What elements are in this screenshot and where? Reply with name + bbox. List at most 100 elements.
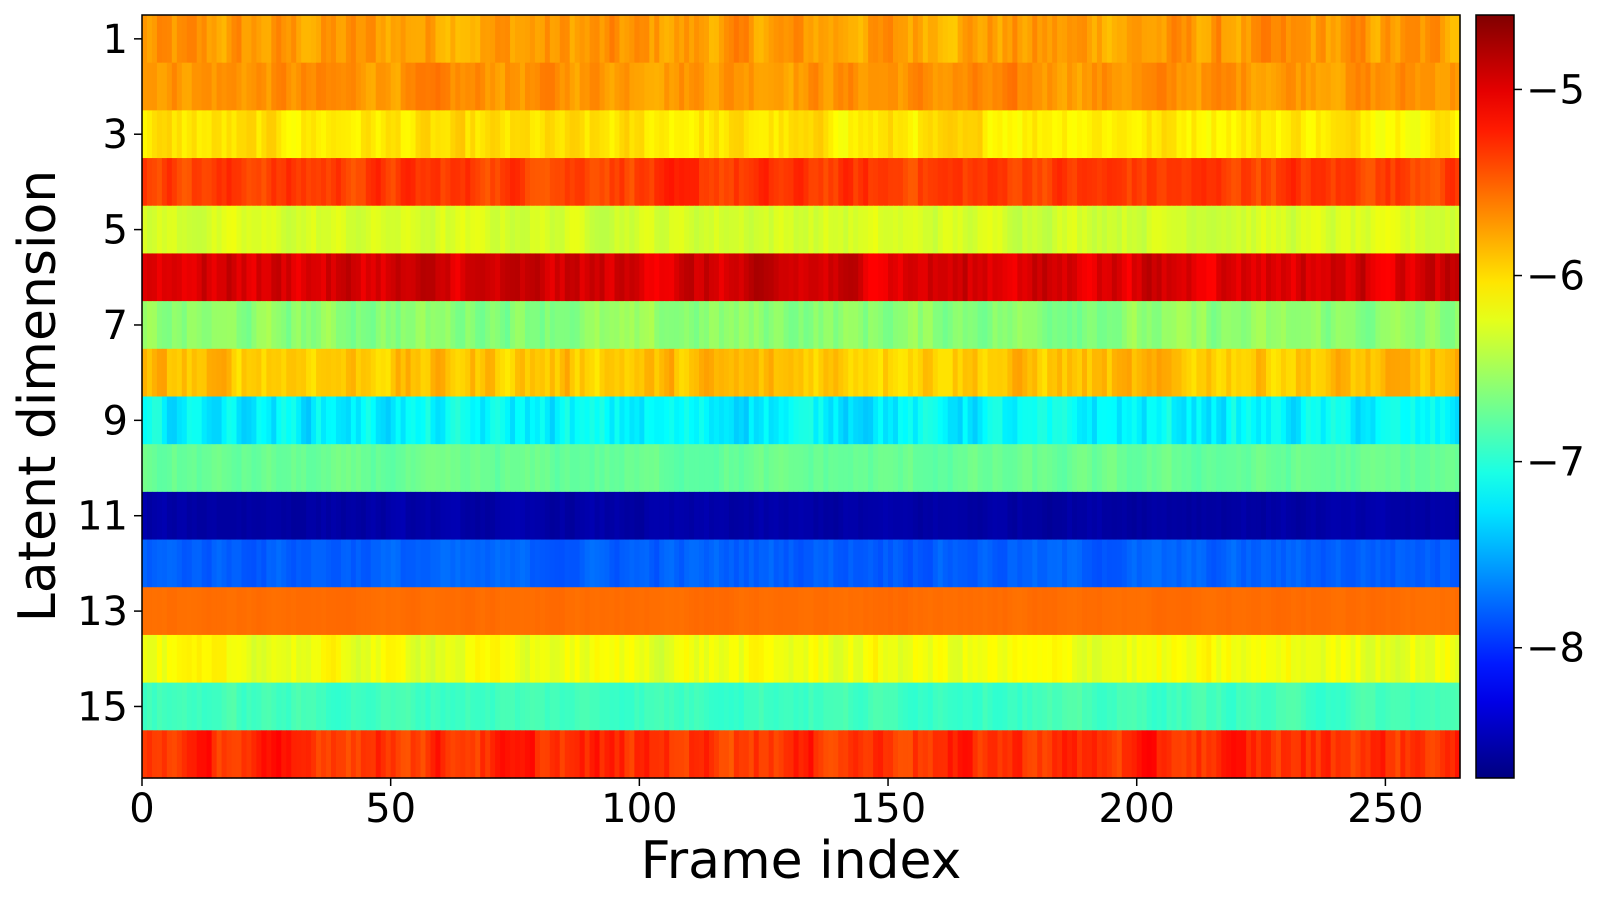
heatmap-cell: [286, 158, 292, 207]
heatmap-cell: [1091, 348, 1098, 398]
heatmap-cell: [1290, 158, 1297, 207]
y-tick-label: 13: [77, 589, 128, 635]
heatmap-cell: [629, 587, 635, 636]
heatmap-cell: [818, 253, 824, 302]
heatmap-cell: [1077, 491, 1083, 541]
heatmap-cell: [823, 587, 829, 636]
heatmap-cell: [1171, 348, 1178, 398]
heatmap-cell: [470, 587, 476, 636]
heatmap-cell: [1131, 730, 1138, 779]
heatmap-cell: [166, 158, 173, 207]
heatmap-cell: [529, 62, 536, 111]
heatmap-cell: [853, 396, 859, 445]
heatmap-cell: [335, 158, 342, 207]
heatmap-cell: [833, 253, 839, 302]
heatmap-cell: [783, 730, 790, 779]
heatmap-cell: [982, 634, 989, 684]
heatmap-cell: [768, 15, 775, 64]
heatmap-cell: [380, 587, 387, 636]
heatmap-cell: [609, 634, 616, 684]
heatmap-cell: [967, 253, 974, 302]
heatmap-cell: [1072, 158, 1078, 207]
heatmap-cell: [1390, 205, 1396, 255]
heatmap-cell: [1440, 253, 1446, 302]
heatmap-cell: [743, 62, 750, 111]
heatmap-cell: [316, 539, 322, 588]
heatmap-cell: [594, 110, 601, 159]
heatmap-cell: [1012, 301, 1018, 350]
heatmap-cell: [788, 110, 795, 159]
heatmap-cell: [1201, 301, 1207, 350]
heatmap-cell: [922, 301, 929, 350]
heatmap-cell: [1285, 587, 1292, 636]
heatmap-cell: [579, 396, 586, 445]
heatmap-cell: [1405, 253, 1411, 302]
heatmap-cell: [519, 491, 526, 541]
heatmap-cell: [1420, 110, 1426, 159]
heatmap-cell: [654, 253, 660, 302]
heatmap-cell: [664, 348, 670, 398]
heatmap-cell: [554, 539, 561, 588]
heatmap-cell: [1295, 491, 1302, 541]
heatmap-cell: [873, 587, 879, 636]
heatmap-cell: [723, 348, 730, 398]
heatmap-cell: [1146, 587, 1153, 636]
heatmap-cell: [1430, 634, 1436, 684]
heatmap-cell: [1236, 587, 1242, 636]
heatmap-cell: [654, 110, 660, 159]
heatmap-cell: [534, 730, 541, 779]
heatmap-cell: [495, 158, 501, 207]
heatmap-cell: [181, 205, 188, 255]
heatmap-cell: [375, 62, 382, 111]
heatmap-cell: [460, 634, 466, 684]
heatmap-cell: [932, 301, 939, 350]
heatmap-cell: [1171, 634, 1178, 684]
heatmap-cell: [1166, 587, 1173, 636]
heatmap-cell: [191, 158, 198, 207]
heatmap-cell: [614, 301, 621, 350]
heatmap-cell: [395, 634, 402, 684]
heatmap-cell: [455, 15, 461, 64]
heatmap-cell: [1275, 205, 1282, 255]
heatmap-cell: [544, 587, 551, 636]
heatmap-cell: [1216, 444, 1222, 493]
heatmap-cell: [1037, 634, 1043, 684]
heatmap-cell: [893, 539, 899, 588]
heatmap-cell: [644, 253, 650, 302]
heatmap-cell: [435, 682, 442, 731]
heatmap-cell: [1280, 15, 1287, 64]
heatmap-cell: [589, 62, 596, 111]
heatmap-cell: [1350, 301, 1357, 350]
heatmap-cell: [286, 730, 292, 779]
heatmap-cell: [345, 539, 352, 588]
heatmap-cell: [480, 62, 486, 111]
heatmap-cell: [664, 15, 670, 64]
heatmap-cell: [281, 348, 287, 398]
heatmap-cell: [1435, 301, 1441, 350]
heatmap-cell: [410, 15, 417, 64]
heatmap-cell: [1037, 205, 1043, 255]
heatmap-cell: [276, 253, 282, 302]
heatmap-cell: [957, 253, 964, 302]
heatmap-cell: [156, 444, 163, 493]
heatmap-cell: [868, 587, 874, 636]
heatmap-cell: [1086, 205, 1093, 255]
heatmap-cell: [773, 205, 780, 255]
heatmap-cell: [1266, 253, 1272, 302]
heatmap-cell: [957, 110, 964, 159]
heatmap-cell: [614, 15, 621, 64]
heatmap-cell: [838, 682, 844, 731]
heatmap-cell: [251, 301, 257, 350]
heatmap-cell: [654, 730, 660, 779]
heatmap-cell: [1435, 539, 1441, 588]
heatmap-cell: [321, 682, 327, 731]
heatmap-cell: [1047, 158, 1053, 207]
heatmap-cell: [843, 634, 849, 684]
heatmap-cell: [1002, 301, 1008, 350]
heatmap-row-8: [142, 348, 1461, 398]
heatmap-cell: [713, 396, 720, 445]
heatmap-cell: [952, 158, 959, 207]
heatmap-cell: [1216, 539, 1222, 588]
heatmap-cell: [594, 491, 601, 541]
heatmap-cell: [619, 253, 626, 302]
